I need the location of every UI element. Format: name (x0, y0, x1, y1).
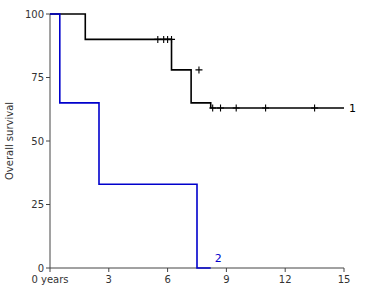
x-tick-label: 12 (279, 274, 292, 285)
y-axis-label: Overall survival (4, 102, 15, 180)
censor-mark (217, 104, 224, 111)
censor-mark (195, 66, 202, 73)
x-tick-label: 15 (338, 274, 351, 285)
censor-mark (311, 104, 318, 111)
censor-mark (168, 36, 175, 43)
y-tick (46, 141, 50, 142)
censor-mark (233, 104, 240, 111)
y-tick (46, 14, 50, 15)
y-tick (46, 268, 50, 269)
x-tick (285, 268, 286, 272)
censor-mark (262, 104, 269, 111)
x-tick (50, 268, 51, 272)
chart: 0 years36912150255075100Overall survival… (0, 0, 366, 298)
x-tick-label: 9 (223, 274, 229, 285)
y-tick-label: 75 (31, 72, 44, 83)
survival-curve (50, 14, 211, 268)
survival-curve (50, 14, 344, 108)
plot-area (50, 14, 344, 268)
axes: 0 years 3 6 9 12 15 0 25 50 75 100 (25, 9, 350, 286)
y-tick-label: 0 (38, 263, 44, 274)
censor-mark (209, 104, 216, 111)
series-labels: 12 (215, 102, 356, 265)
x-tick-label: 0 years (31, 274, 68, 285)
series-label: 2 (215, 252, 222, 265)
y-tick (46, 204, 50, 205)
y-tick (46, 77, 50, 78)
x-tick (344, 268, 345, 272)
x-tick (226, 268, 227, 272)
series-label: 1 (349, 102, 356, 115)
y-tick-label: 100 (25, 9, 44, 20)
y-tick-label: 25 (31, 199, 44, 210)
x-tick-label: 3 (106, 274, 112, 285)
y-tick-label: 50 (31, 136, 44, 147)
x-tick (167, 268, 168, 272)
x-tick-label: 6 (164, 274, 170, 285)
x-tick (108, 268, 109, 272)
